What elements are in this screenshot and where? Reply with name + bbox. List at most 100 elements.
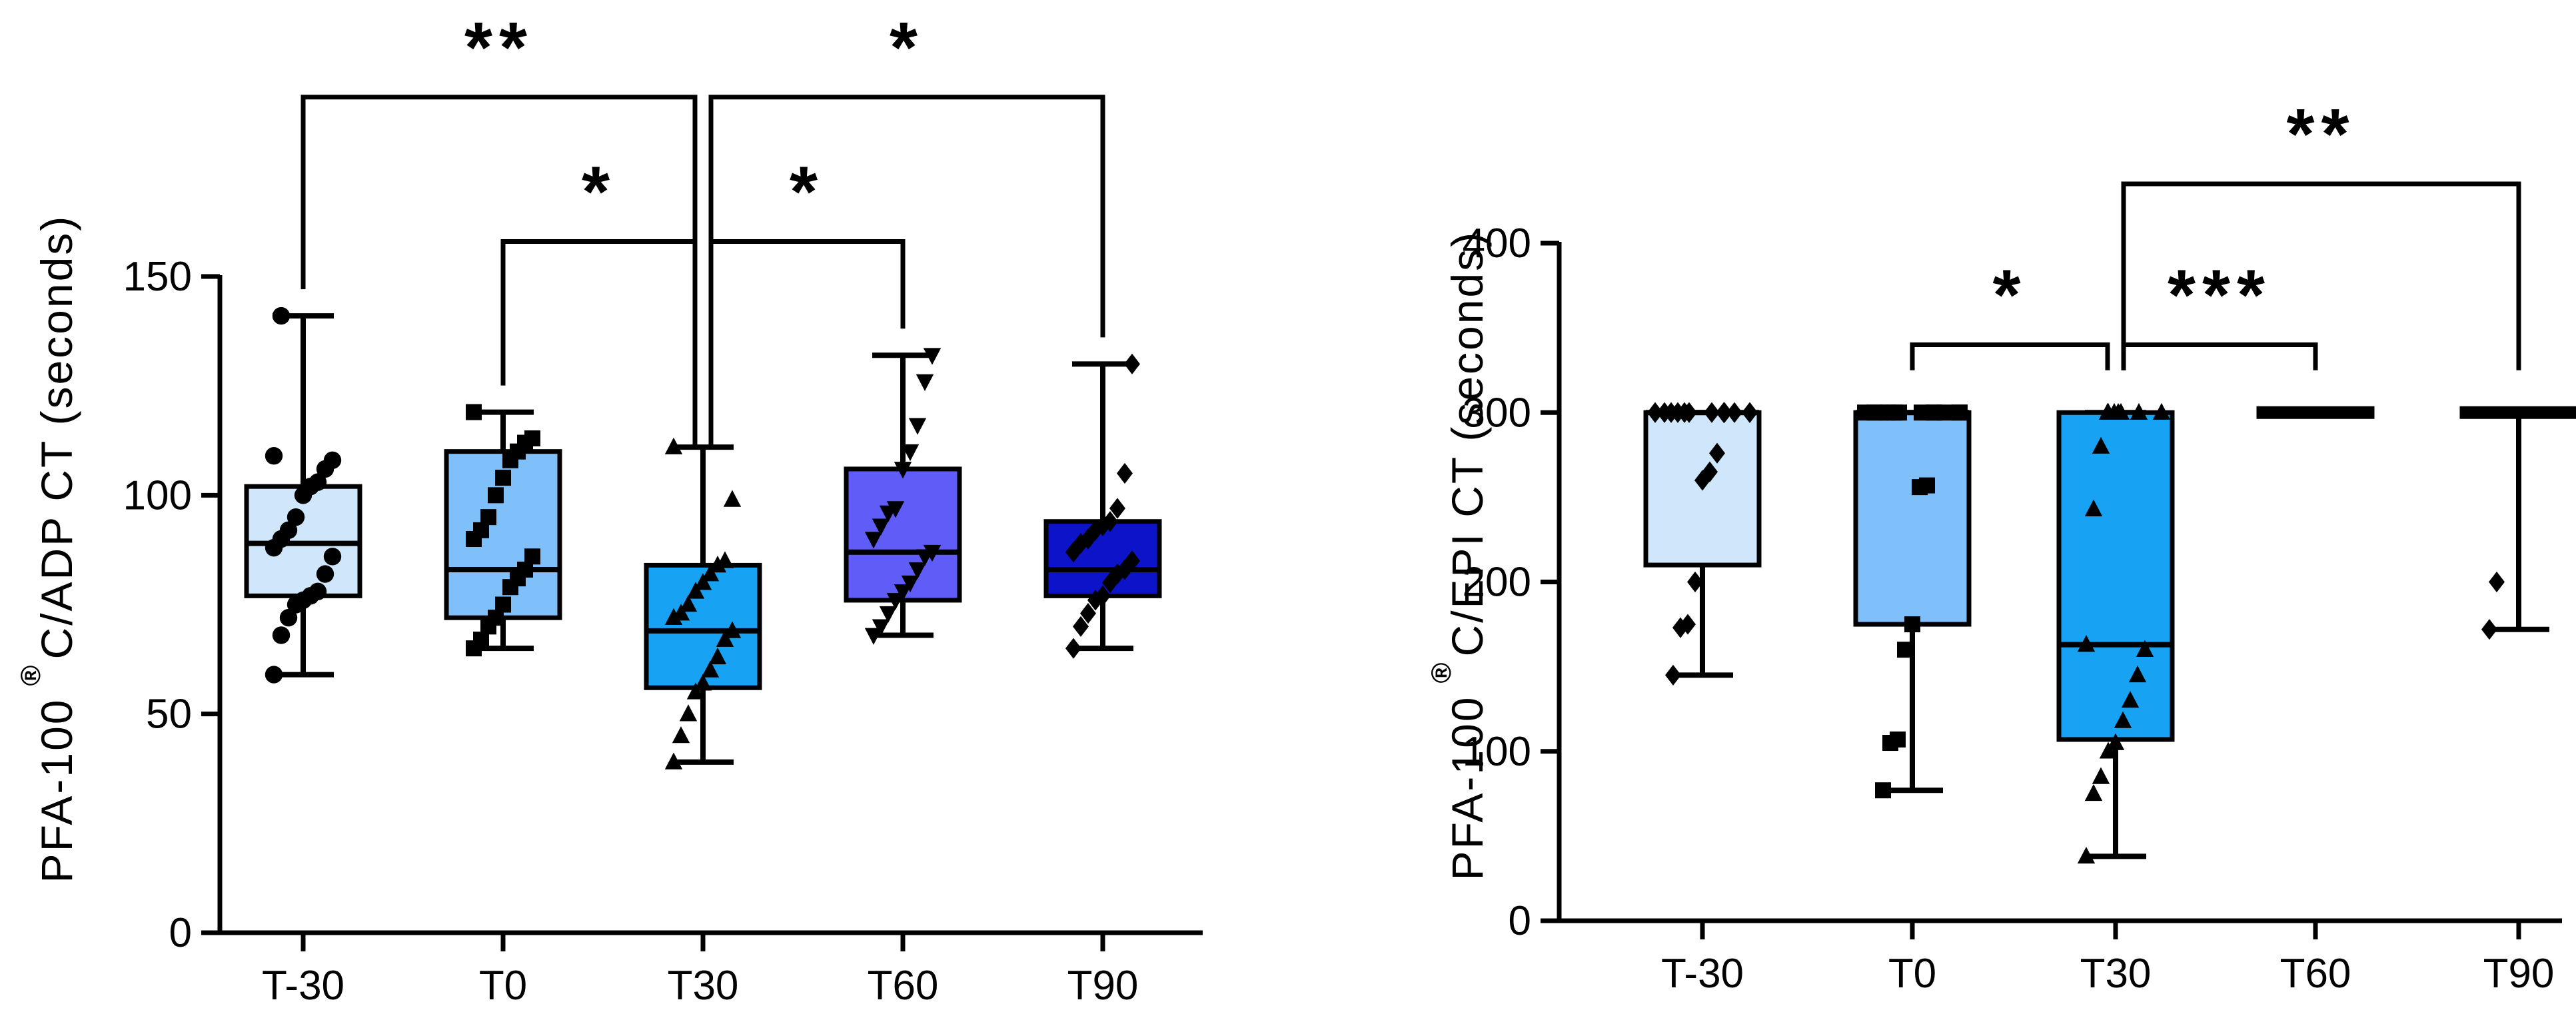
bracket-line bbox=[708, 239, 906, 448]
data-point bbox=[886, 501, 905, 518]
bracket-line bbox=[500, 239, 698, 448]
data-point bbox=[1702, 461, 1718, 482]
data-point bbox=[1890, 731, 1906, 748]
data-point bbox=[1124, 353, 1140, 374]
registered-mark: ® bbox=[15, 666, 46, 686]
data-point bbox=[679, 704, 698, 722]
significance-bracket: ** bbox=[301, 7, 698, 448]
data-point bbox=[1742, 402, 1758, 423]
data-point bbox=[694, 573, 712, 590]
significance-bracket: * bbox=[1910, 255, 2110, 370]
data-point bbox=[2077, 846, 2096, 864]
data-point bbox=[495, 596, 511, 613]
data-point bbox=[1672, 617, 1688, 638]
box-iqr bbox=[1853, 410, 1972, 627]
data-point bbox=[2128, 665, 2147, 683]
data-point bbox=[1102, 572, 1118, 594]
significance-bracket: * bbox=[708, 151, 906, 448]
data-point bbox=[1065, 542, 1081, 563]
data-point bbox=[1080, 603, 1096, 624]
x-tick-label: T60 bbox=[2280, 951, 2351, 997]
data-point bbox=[2084, 499, 2103, 516]
x-tick-label: T-30 bbox=[1661, 951, 1744, 997]
data-point bbox=[1952, 404, 1968, 421]
data-point bbox=[1102, 511, 1118, 532]
data-points bbox=[2077, 402, 2171, 864]
data-points bbox=[2481, 571, 2505, 640]
data-point bbox=[279, 609, 298, 627]
data-point bbox=[1065, 638, 1081, 659]
bracket-line bbox=[1910, 342, 2110, 370]
y-tick-label: 0 bbox=[1509, 898, 1531, 944]
x-tick-label: T0 bbox=[1888, 951, 1936, 997]
bracket-line bbox=[708, 95, 1105, 448]
y-axis-title: PFA-100 ® C/EPI CT (seconds) bbox=[1425, 231, 1492, 880]
significance-label: * bbox=[1992, 255, 2027, 335]
data-point bbox=[466, 404, 482, 420]
y-axis-title: PFA-100 ® C/ADP CT (seconds) bbox=[15, 215, 81, 883]
data-point bbox=[1680, 614, 1696, 635]
data-point bbox=[1704, 402, 1720, 423]
data-point bbox=[1709, 442, 1725, 464]
data-point bbox=[1875, 782, 1891, 799]
data-point bbox=[664, 752, 683, 770]
data-point bbox=[1109, 498, 1125, 519]
box-t60 bbox=[2256, 406, 2375, 419]
data-point bbox=[1124, 550, 1140, 572]
x-tick-label: T90 bbox=[2483, 951, 2555, 997]
box-t0 bbox=[1853, 404, 1972, 799]
data-point bbox=[1914, 404, 1930, 421]
data-point bbox=[686, 582, 705, 599]
data-point bbox=[265, 666, 283, 684]
data-point bbox=[1073, 616, 1089, 637]
data-point bbox=[1897, 642, 1913, 658]
x-tick-label: T-30 bbox=[262, 963, 344, 1009]
data-point bbox=[1904, 616, 1920, 633]
data-point bbox=[2084, 783, 2103, 801]
data-point bbox=[901, 444, 920, 462]
data-point bbox=[1886, 404, 1902, 421]
x-tick-label: T90 bbox=[1067, 963, 1139, 1009]
data-point bbox=[894, 462, 912, 479]
data-point bbox=[524, 548, 540, 565]
data-point bbox=[1694, 470, 1710, 491]
data-point bbox=[1117, 462, 1133, 484]
registered-mark: ® bbox=[1425, 663, 1457, 684]
bracket-line bbox=[301, 95, 698, 448]
data-point bbox=[672, 726, 690, 744]
data-points bbox=[466, 404, 540, 657]
y-tick-label: 100 bbox=[1463, 729, 1531, 775]
y-tick-label: 300 bbox=[1463, 390, 1531, 436]
data-point bbox=[2077, 635, 2096, 652]
box-t60 bbox=[844, 348, 962, 645]
data-point bbox=[272, 306, 291, 325]
y-axis-title-prefix: PFA-100 bbox=[32, 698, 81, 883]
data-point bbox=[664, 608, 683, 625]
box-iqr bbox=[2056, 410, 2175, 742]
significance-bracket: *** bbox=[2121, 255, 2318, 370]
x-tick-label: T30 bbox=[2080, 951, 2152, 997]
data-point bbox=[708, 647, 727, 665]
box-iqr bbox=[844, 466, 962, 603]
data-point bbox=[664, 437, 683, 454]
data-point bbox=[2106, 733, 2125, 750]
data-point bbox=[1857, 404, 1873, 421]
significance-label: * bbox=[790, 151, 824, 231]
data-point bbox=[272, 626, 291, 644]
data-point bbox=[1936, 404, 1952, 421]
significance-label: ** bbox=[464, 7, 534, 87]
data-point bbox=[1687, 571, 1703, 593]
data-point bbox=[1716, 402, 1732, 423]
data-point bbox=[1095, 585, 1111, 606]
data-point bbox=[265, 447, 283, 465]
significance-bracket: ** bbox=[2121, 93, 2521, 370]
data-point bbox=[901, 575, 920, 593]
data-point bbox=[2092, 767, 2110, 784]
data-point bbox=[323, 451, 342, 469]
y-tick-label: 100 bbox=[123, 472, 192, 518]
significance-label: ** bbox=[2286, 93, 2355, 174]
data-points bbox=[1065, 353, 1140, 659]
data-point bbox=[701, 564, 720, 582]
y-tick-label: 0 bbox=[169, 910, 192, 956]
